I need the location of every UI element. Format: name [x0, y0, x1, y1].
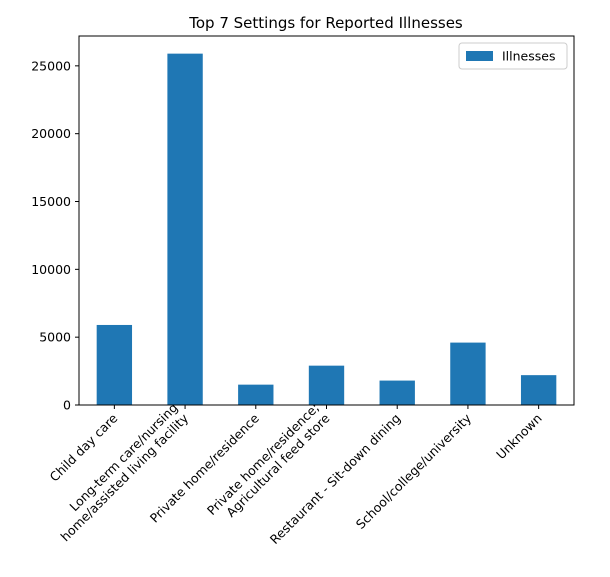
- x-tick-label-6: School/college/university: [353, 410, 475, 532]
- chart-title: Top 7 Settings for Reported Illnesses: [188, 14, 463, 32]
- bar-5: [379, 380, 415, 405]
- x-tick-label-7: Unknown: [493, 411, 545, 463]
- legend-label: Illnesses: [502, 49, 555, 64]
- y-tick-label-1: 5000: [39, 330, 71, 345]
- y-tick-label-5: 25000: [31, 58, 71, 73]
- legend-box: [458, 42, 568, 70]
- y-tick-label-0: 0: [63, 398, 71, 413]
- bar-2: [167, 53, 203, 405]
- bar-4: [308, 365, 345, 405]
- y-tick-label-4: 20000: [31, 126, 71, 141]
- plot-frame: [78, 35, 575, 406]
- bar-7: [520, 375, 557, 405]
- bar-6: [450, 342, 486, 405]
- y-tick-label-2: 10000: [31, 262, 71, 277]
- bar-1: [96, 324, 133, 405]
- bar-3: [238, 384, 274, 405]
- y-tick-label-3: 15000: [31, 194, 71, 209]
- legend-swatch: [466, 51, 493, 61]
